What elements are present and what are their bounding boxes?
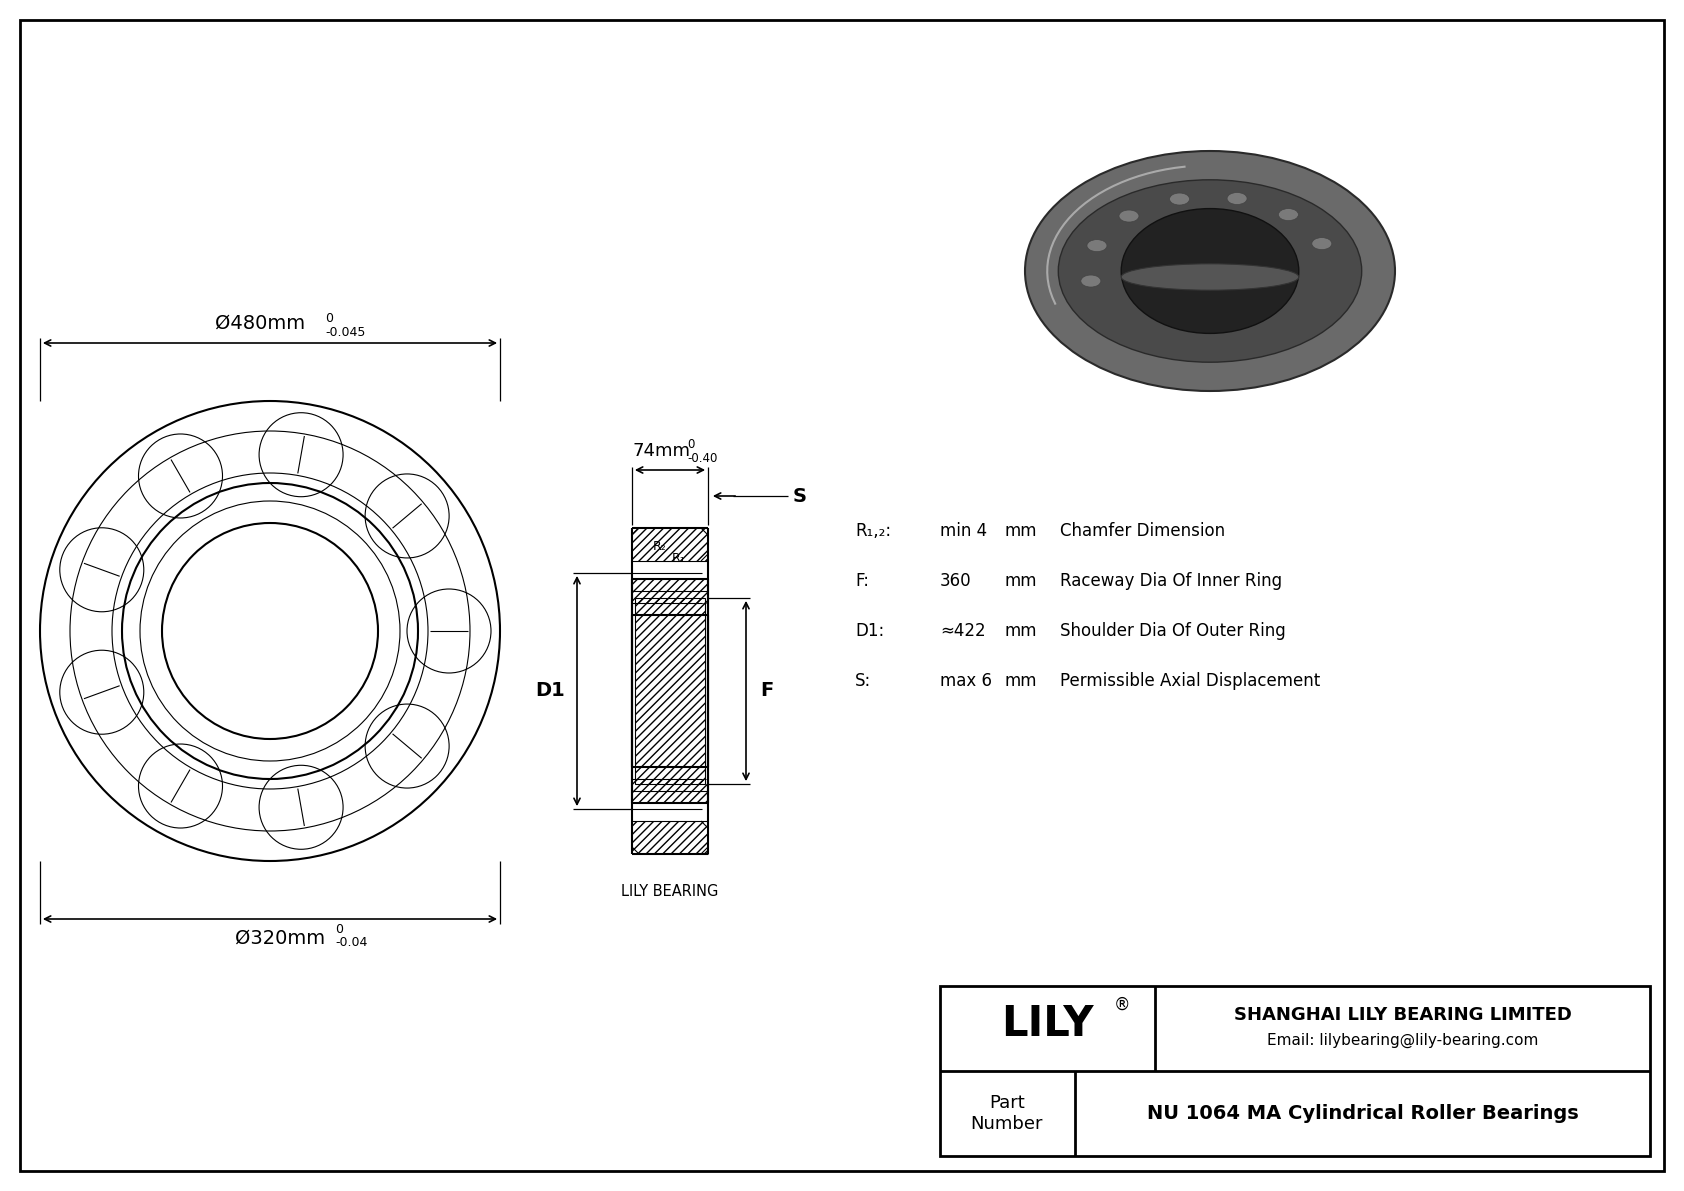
Bar [940,986,1650,1156]
Text: R₁: R₁ [672,553,685,566]
Ellipse shape [1118,210,1138,222]
Text: F:: F: [855,572,869,590]
Ellipse shape [1029,250,1391,304]
Text: ®: ® [1113,996,1130,1014]
Text: mm: mm [1005,672,1037,690]
Text: S:: S: [855,672,871,690]
Bar [632,528,707,561]
Text: max 6: max 6 [940,672,992,690]
Ellipse shape [1169,193,1189,205]
Text: 74mm: 74mm [633,442,690,460]
Bar [632,821,707,854]
Text: ≈422: ≈422 [940,622,985,640]
Text: mm: mm [1005,622,1037,640]
Text: Email: lilybearing@lily-bearing.com: Email: lilybearing@lily-bearing.com [1266,1033,1537,1048]
Text: 0: 0 [325,312,333,325]
Text: Shoulder Dia Of Outer Ring: Shoulder Dia Of Outer Ring [1059,622,1287,640]
Text: D1: D1 [536,681,566,700]
Text: Ø320mm: Ø320mm [236,929,325,948]
Bar [635,598,706,784]
Text: LILY BEARING: LILY BEARING [621,884,719,899]
Text: Permissible Axial Displacement: Permissible Axial Displacement [1059,672,1320,690]
Text: -0.40: -0.40 [687,453,717,464]
Ellipse shape [1026,151,1394,391]
Ellipse shape [1086,239,1106,251]
Text: D1:: D1: [855,622,884,640]
Bar [632,779,707,803]
Text: F: F [759,681,773,700]
Text: 0: 0 [687,438,694,451]
Text: 360: 360 [940,572,972,590]
Text: 0: 0 [335,923,344,936]
Text: min 4: min 4 [940,522,987,540]
Ellipse shape [1058,180,1362,362]
Text: mm: mm [1005,572,1037,590]
Text: mm: mm [1005,522,1037,540]
Ellipse shape [1312,238,1332,250]
Bar [632,579,707,603]
Text: Chamfer Dimension: Chamfer Dimension [1059,522,1226,540]
Text: LILY: LILY [1000,1003,1093,1045]
Ellipse shape [1122,208,1298,333]
Text: Ø480mm: Ø480mm [216,314,305,333]
Text: Part
Number: Part Number [970,1095,1044,1133]
Text: -0.045: -0.045 [325,326,365,339]
Text: Raceway Dia Of Inner Ring: Raceway Dia Of Inner Ring [1059,572,1282,590]
Ellipse shape [1081,275,1101,287]
Text: R₂: R₂ [652,540,665,553]
Ellipse shape [1278,208,1298,220]
Text: S: S [793,486,807,505]
Text: -0.04: -0.04 [335,936,367,949]
Text: NU 1064 MA Cylindrical Roller Bearings: NU 1064 MA Cylindrical Roller Bearings [1147,1104,1578,1123]
Text: SHANGHAI LILY BEARING LIMITED: SHANGHAI LILY BEARING LIMITED [1234,1005,1571,1023]
Text: R₁,₂:: R₁,₂: [855,522,891,540]
Ellipse shape [1228,193,1248,205]
Ellipse shape [1122,263,1298,291]
